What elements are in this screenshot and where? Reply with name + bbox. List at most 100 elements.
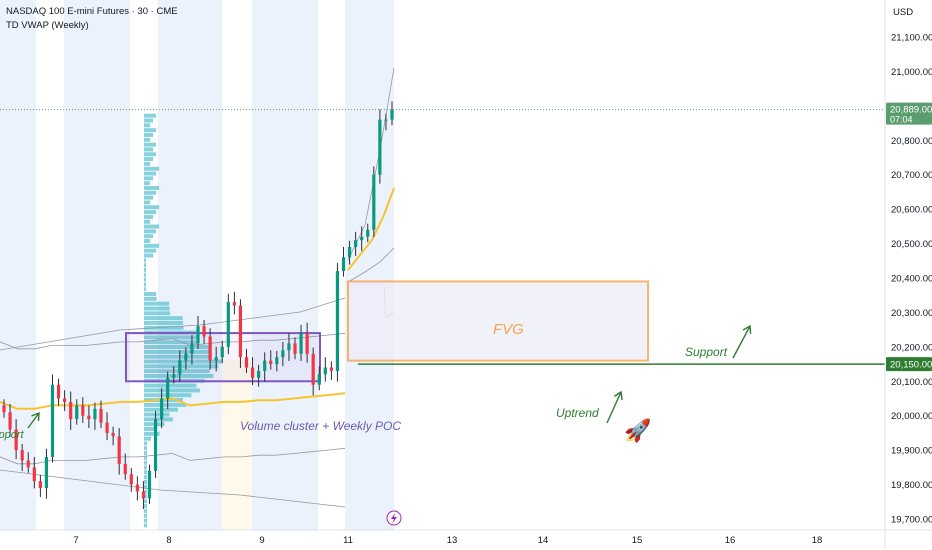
day-tick-label: 9 [259,535,264,546]
volume-profile-bin [144,460,147,465]
candle-body [323,367,327,375]
volume-profile-bin [144,229,157,234]
candle-body [153,419,158,471]
price-tick-label: 20,400.00 [891,274,932,285]
candle-body [341,257,346,272]
volume-profile-bin [144,316,183,321]
volume-profile-bin [144,349,210,354]
candle-body [366,229,370,237]
volume-profile-bin [144,287,146,292]
volume-profile-bin [144,354,211,359]
volume-profile-bin [144,258,146,263]
volume-profile-bin [144,306,170,311]
uptrend-arrow [606,391,622,424]
volume-profile-bin [144,523,147,528]
day-tick-label: 14 [538,535,549,546]
support-left-arrow-head [31,411,40,422]
volume-profile-bin [144,152,157,157]
candle-body [81,405,85,416]
day-tick-label: 8 [166,535,171,546]
volume-profile-bin [144,383,197,388]
candle-body [135,484,139,492]
candle-body [129,474,133,485]
volume-profile-bin [144,195,154,200]
volume-profile-bin [144,345,210,350]
volume-profile-bin [144,359,223,364]
candle-body [117,436,121,464]
volume-profile-bin [144,181,151,186]
candle-body [220,346,224,358]
candle-body [147,470,152,499]
volume-profile-bin [144,263,146,268]
volume-profile-bin [144,412,170,417]
price-tick-label: 19,900.00 [891,446,932,457]
candle-body [8,412,12,430]
volume-profile-bin [144,311,171,316]
volume-profile-bin [144,277,146,282]
fvg-label: FVG [493,321,524,338]
price-axis[interactable]: 19,700.00 19,800.00 19,900.00 20,000.00 20,1… [884,0,932,550]
volume-profile-bin [144,166,160,171]
indicator-label[interactable]: TD VWAP (Weekly) [6,20,89,31]
volume-profile-bin [144,513,147,518]
candle-body [123,463,127,475]
vwap-outer-lower-band [0,469,346,508]
currency-label[interactable]: USD [893,7,914,18]
candle-body [56,384,61,399]
candle-body [293,343,297,354]
candle-body [299,333,303,354]
volume-profile-bin [144,325,184,330]
vwap-lower-band [0,447,346,465]
price-tick-label: 21,100.00 [891,33,932,44]
candle-body [305,333,309,354]
volume-profile-bin [144,219,151,224]
vwap-line-week2 [347,187,395,271]
candle-body [317,374,321,385]
session-shade [222,360,252,530]
volume-profile-bin [144,494,147,499]
candle-body [250,367,255,378]
support-arrow-head [742,324,752,335]
candle-body [347,247,352,258]
candle-body [390,109,394,120]
volume-profile-bin [144,176,154,181]
candle-body [99,408,103,423]
vwap-upper-band [0,332,346,350]
vwap-line [0,392,346,410]
session-shade [0,0,36,530]
volume-profile-bin [144,292,157,297]
candle-body [87,415,91,420]
candle-body [111,432,115,437]
candle-body [378,119,382,175]
candle-body [226,302,230,347]
volume-profile-bin [144,147,154,152]
price-tick-label: 21,000.00 [891,67,932,78]
volume-profile-bin [144,118,154,123]
candle-body [208,336,212,361]
vwap-outer-upper-band [0,297,346,351]
volume-profile-bin [144,499,147,504]
support-arrow [732,325,751,359]
session-shade [252,0,318,530]
volume-profile-bin [144,200,151,205]
volume-profile-bin [144,123,151,128]
symbol-title[interactable]: NASDAQ 100 E-mini Futures · 30 · CME [6,6,178,17]
candle-body [141,491,146,499]
candle-body [232,302,236,306]
volume-profile-bin [144,224,160,229]
volume-profile-bin [144,142,157,147]
candle-body [311,353,315,385]
volume-profile-bin [144,369,210,374]
candle-body [384,119,388,121]
volume-profile-bin [144,484,147,489]
day-tick-label: 13 [447,535,458,546]
volume-profile-bin [144,301,170,306]
volume-profile-bin [144,441,147,446]
volume-profile-bin [144,402,187,407]
candle-body [354,240,358,248]
time-axis[interactable]: 7 8 9 11 13 14 15 16 18 [0,529,932,546]
volume-profile-bin [144,137,151,142]
support-price-label: 20,150.00 [890,360,932,371]
candle-body [372,174,376,230]
